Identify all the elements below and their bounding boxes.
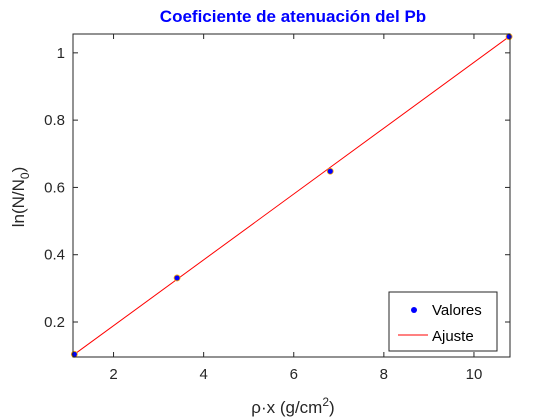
x-tick-label: 8 <box>380 366 388 383</box>
x-tick-label: 10 <box>466 366 483 383</box>
x-axis-label-end: ) <box>329 398 335 417</box>
legend-label-ajuste: Ajuste <box>432 328 474 345</box>
y-tick-label: 0.8 <box>44 112 65 129</box>
x-axis-label-sup: 2 <box>322 395 329 409</box>
x-axis-label: ρ·x (g/cm2) <box>251 395 334 417</box>
y-tick-label: 0.4 <box>44 247 65 264</box>
data-point-valores <box>505 33 513 41</box>
x-tick-label: 4 <box>199 366 207 383</box>
legend-box <box>388 291 498 352</box>
y-axis-label: ln(N/N0) <box>9 167 32 228</box>
y-tick-label: 0.2 <box>44 314 65 331</box>
x-tick-label: 2 <box>109 366 117 383</box>
y-tick-label: 0.6 <box>44 179 65 196</box>
data-point-valores <box>326 167 334 175</box>
fit-line-ajuste <box>74 36 510 355</box>
y-tick-label: 1 <box>57 45 65 62</box>
axis-ticks: 2 4 6 8 10 0.2 0.4 0.6 0.8 1 <box>44 34 510 383</box>
series-layer <box>70 33 513 358</box>
y-axis-label-sub: 0 <box>18 172 32 179</box>
data-point-valores <box>70 350 78 358</box>
y-axis-label-end: ) <box>9 167 28 173</box>
legend: Valores Ajuste <box>388 291 498 352</box>
legend-label-valores: Valores <box>432 302 482 319</box>
plot-frame <box>72 33 511 358</box>
x-axis-label-main: ρ·x (g/cm <box>251 398 322 417</box>
legend-marker-valores <box>411 307 417 313</box>
y-axis-label-main: ln(N/N <box>9 179 28 227</box>
chart-title: Coeficiente de atenuación del Pb <box>160 7 426 26</box>
x-tick-label: 6 <box>290 366 298 383</box>
data-point-valores <box>173 274 181 282</box>
